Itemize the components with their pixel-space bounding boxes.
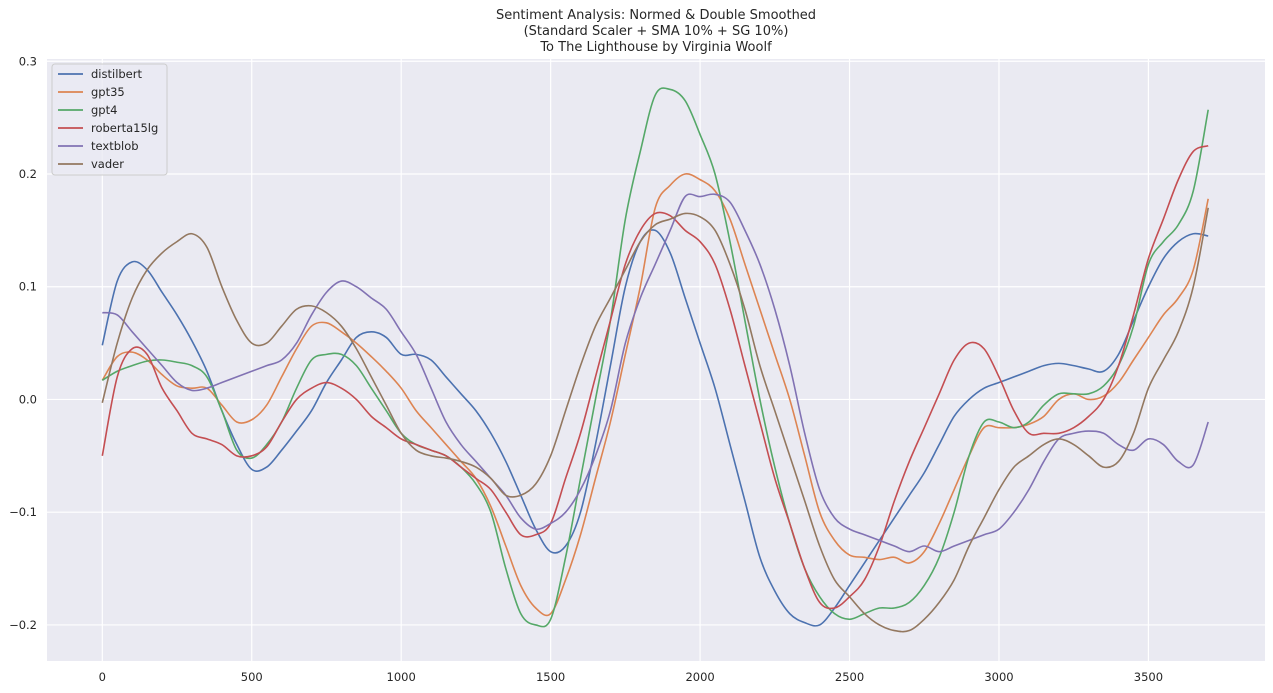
legend-label-gpt4: gpt4 — [91, 103, 117, 117]
legend: distilbert gpt35 gpt4 roberta15lg textblob va… — [51, 63, 168, 176]
y-tick-label: 0.0 — [19, 392, 37, 406]
legend-label-gpt35: gpt35 — [91, 85, 125, 99]
y-tick-label: −0.1 — [9, 505, 37, 519]
series-line-gpt35 — [101, 173, 1209, 617]
chart-title-line-1: Sentiment Analysis: Normed & Double Smoo… — [496, 8, 816, 23]
x-tick-label: 3000 — [984, 670, 1013, 684]
legend-label-distilbert: distilbert — [91, 67, 142, 81]
series-line-textblob — [102, 193, 1209, 553]
legend-label-roberta15lg: roberta15lg — [91, 121, 158, 135]
series-lines — [101, 87, 1209, 633]
chart-title-line-3: To The Lighthouse by Virginia Woolf — [539, 40, 772, 55]
series-line-roberta15lg — [101, 145, 1209, 610]
y-tick-label: 0.3 — [19, 54, 37, 68]
x-tick-label: 1500 — [536, 670, 565, 684]
x-tick-label: 2000 — [685, 670, 714, 684]
grid-lines — [47, 59, 1265, 661]
x-tick-label: 3500 — [1134, 670, 1163, 684]
series-line-gpt4 — [101, 87, 1209, 628]
series-line-vader — [101, 207, 1209, 633]
y-axis-ticks: −0.2 −0.1 0.0 0.1 0.2 0.3 — [9, 54, 37, 632]
x-tick-label: 0 — [99, 670, 106, 684]
chart-title-line-2: (Standard Scaler + SMA 10% + SG 10%) — [524, 24, 789, 39]
plot-area — [47, 59, 1265, 661]
y-tick-label: 0.2 — [19, 167, 37, 181]
x-tick-label: 1000 — [387, 670, 416, 684]
y-tick-label: 0.1 — [19, 280, 37, 294]
y-tick-label: −0.2 — [9, 618, 37, 632]
x-tick-label: 500 — [241, 670, 263, 684]
x-tick-label: 2500 — [835, 670, 864, 684]
series-line-distilbert — [101, 229, 1209, 627]
legend-label-vader: vader — [91, 157, 124, 171]
x-axis-ticks: 0 500 1000 1500 2000 2500 3000 3500 — [99, 670, 1163, 684]
legend-label-textblob: textblob — [91, 139, 139, 153]
